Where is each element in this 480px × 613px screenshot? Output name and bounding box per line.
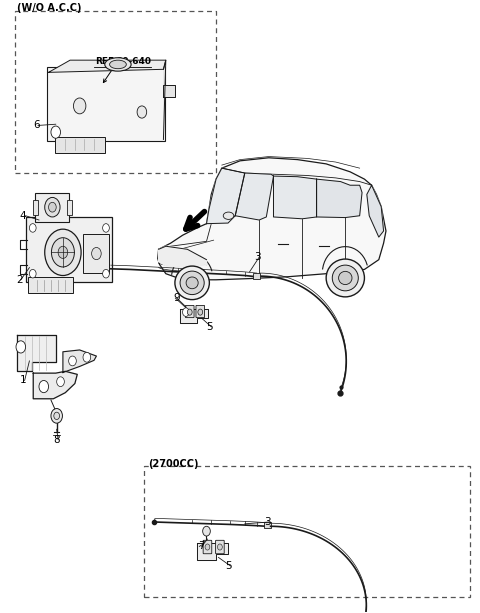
Bar (33, 200, 38, 215)
Text: REF.60-640: REF.60-640 (95, 57, 151, 66)
Polygon shape (235, 173, 274, 220)
Circle shape (69, 356, 76, 366)
FancyBboxPatch shape (84, 234, 109, 273)
FancyBboxPatch shape (28, 277, 73, 293)
Circle shape (51, 126, 60, 139)
Circle shape (205, 544, 210, 550)
Polygon shape (197, 543, 228, 560)
Ellipse shape (175, 266, 209, 300)
Polygon shape (158, 246, 206, 268)
Circle shape (83, 352, 91, 362)
Ellipse shape (180, 271, 204, 295)
Bar (253, 273, 260, 279)
Circle shape (48, 202, 56, 212)
Polygon shape (163, 85, 175, 97)
Ellipse shape (332, 265, 358, 291)
FancyBboxPatch shape (35, 192, 69, 222)
Polygon shape (180, 309, 208, 323)
Circle shape (45, 197, 60, 217)
Circle shape (51, 238, 74, 267)
Polygon shape (163, 60, 166, 140)
Polygon shape (48, 60, 166, 72)
Circle shape (92, 248, 101, 260)
Circle shape (198, 309, 203, 315)
Ellipse shape (338, 272, 352, 284)
Circle shape (57, 377, 64, 387)
Ellipse shape (186, 277, 198, 289)
Bar (67, 200, 72, 215)
Circle shape (103, 270, 109, 278)
Ellipse shape (109, 60, 126, 69)
Polygon shape (17, 335, 56, 371)
Text: 5: 5 (206, 322, 213, 332)
FancyBboxPatch shape (55, 137, 105, 153)
FancyBboxPatch shape (47, 67, 165, 142)
Polygon shape (317, 179, 362, 218)
Text: 5: 5 (226, 561, 232, 571)
Text: 4: 4 (20, 211, 26, 221)
Circle shape (29, 270, 36, 278)
Circle shape (73, 98, 86, 114)
Text: 8: 8 (53, 435, 60, 444)
Polygon shape (274, 176, 317, 219)
FancyBboxPatch shape (216, 540, 224, 554)
FancyBboxPatch shape (203, 540, 212, 554)
Text: 3: 3 (254, 252, 261, 262)
Text: 6: 6 (33, 120, 40, 131)
Circle shape (39, 381, 48, 393)
Text: 2: 2 (16, 275, 23, 285)
Ellipse shape (326, 259, 364, 297)
Text: 1: 1 (20, 376, 26, 386)
Polygon shape (63, 350, 96, 373)
Circle shape (51, 408, 62, 423)
Ellipse shape (105, 58, 131, 71)
Polygon shape (206, 168, 245, 224)
Circle shape (58, 246, 68, 259)
Text: 7: 7 (198, 541, 204, 552)
Polygon shape (367, 185, 384, 237)
FancyBboxPatch shape (185, 305, 194, 318)
Bar (264, 522, 271, 528)
Circle shape (187, 309, 192, 315)
Text: 3: 3 (264, 517, 271, 527)
Circle shape (182, 308, 189, 316)
Text: 9: 9 (173, 293, 180, 303)
Polygon shape (33, 371, 77, 399)
Circle shape (217, 544, 222, 550)
Circle shape (29, 224, 36, 232)
Circle shape (16, 341, 25, 353)
Circle shape (54, 412, 60, 419)
Text: (2700CC): (2700CC) (148, 459, 199, 469)
Circle shape (203, 527, 210, 536)
Text: (W/O A.C.C): (W/O A.C.C) (17, 3, 82, 13)
Circle shape (45, 229, 81, 275)
Ellipse shape (223, 212, 234, 219)
FancyBboxPatch shape (196, 305, 204, 318)
FancyBboxPatch shape (25, 217, 112, 281)
Bar (144, 466, 470, 597)
Circle shape (137, 106, 147, 118)
Circle shape (103, 224, 109, 232)
Polygon shape (157, 158, 386, 280)
Bar (15, 12, 216, 173)
